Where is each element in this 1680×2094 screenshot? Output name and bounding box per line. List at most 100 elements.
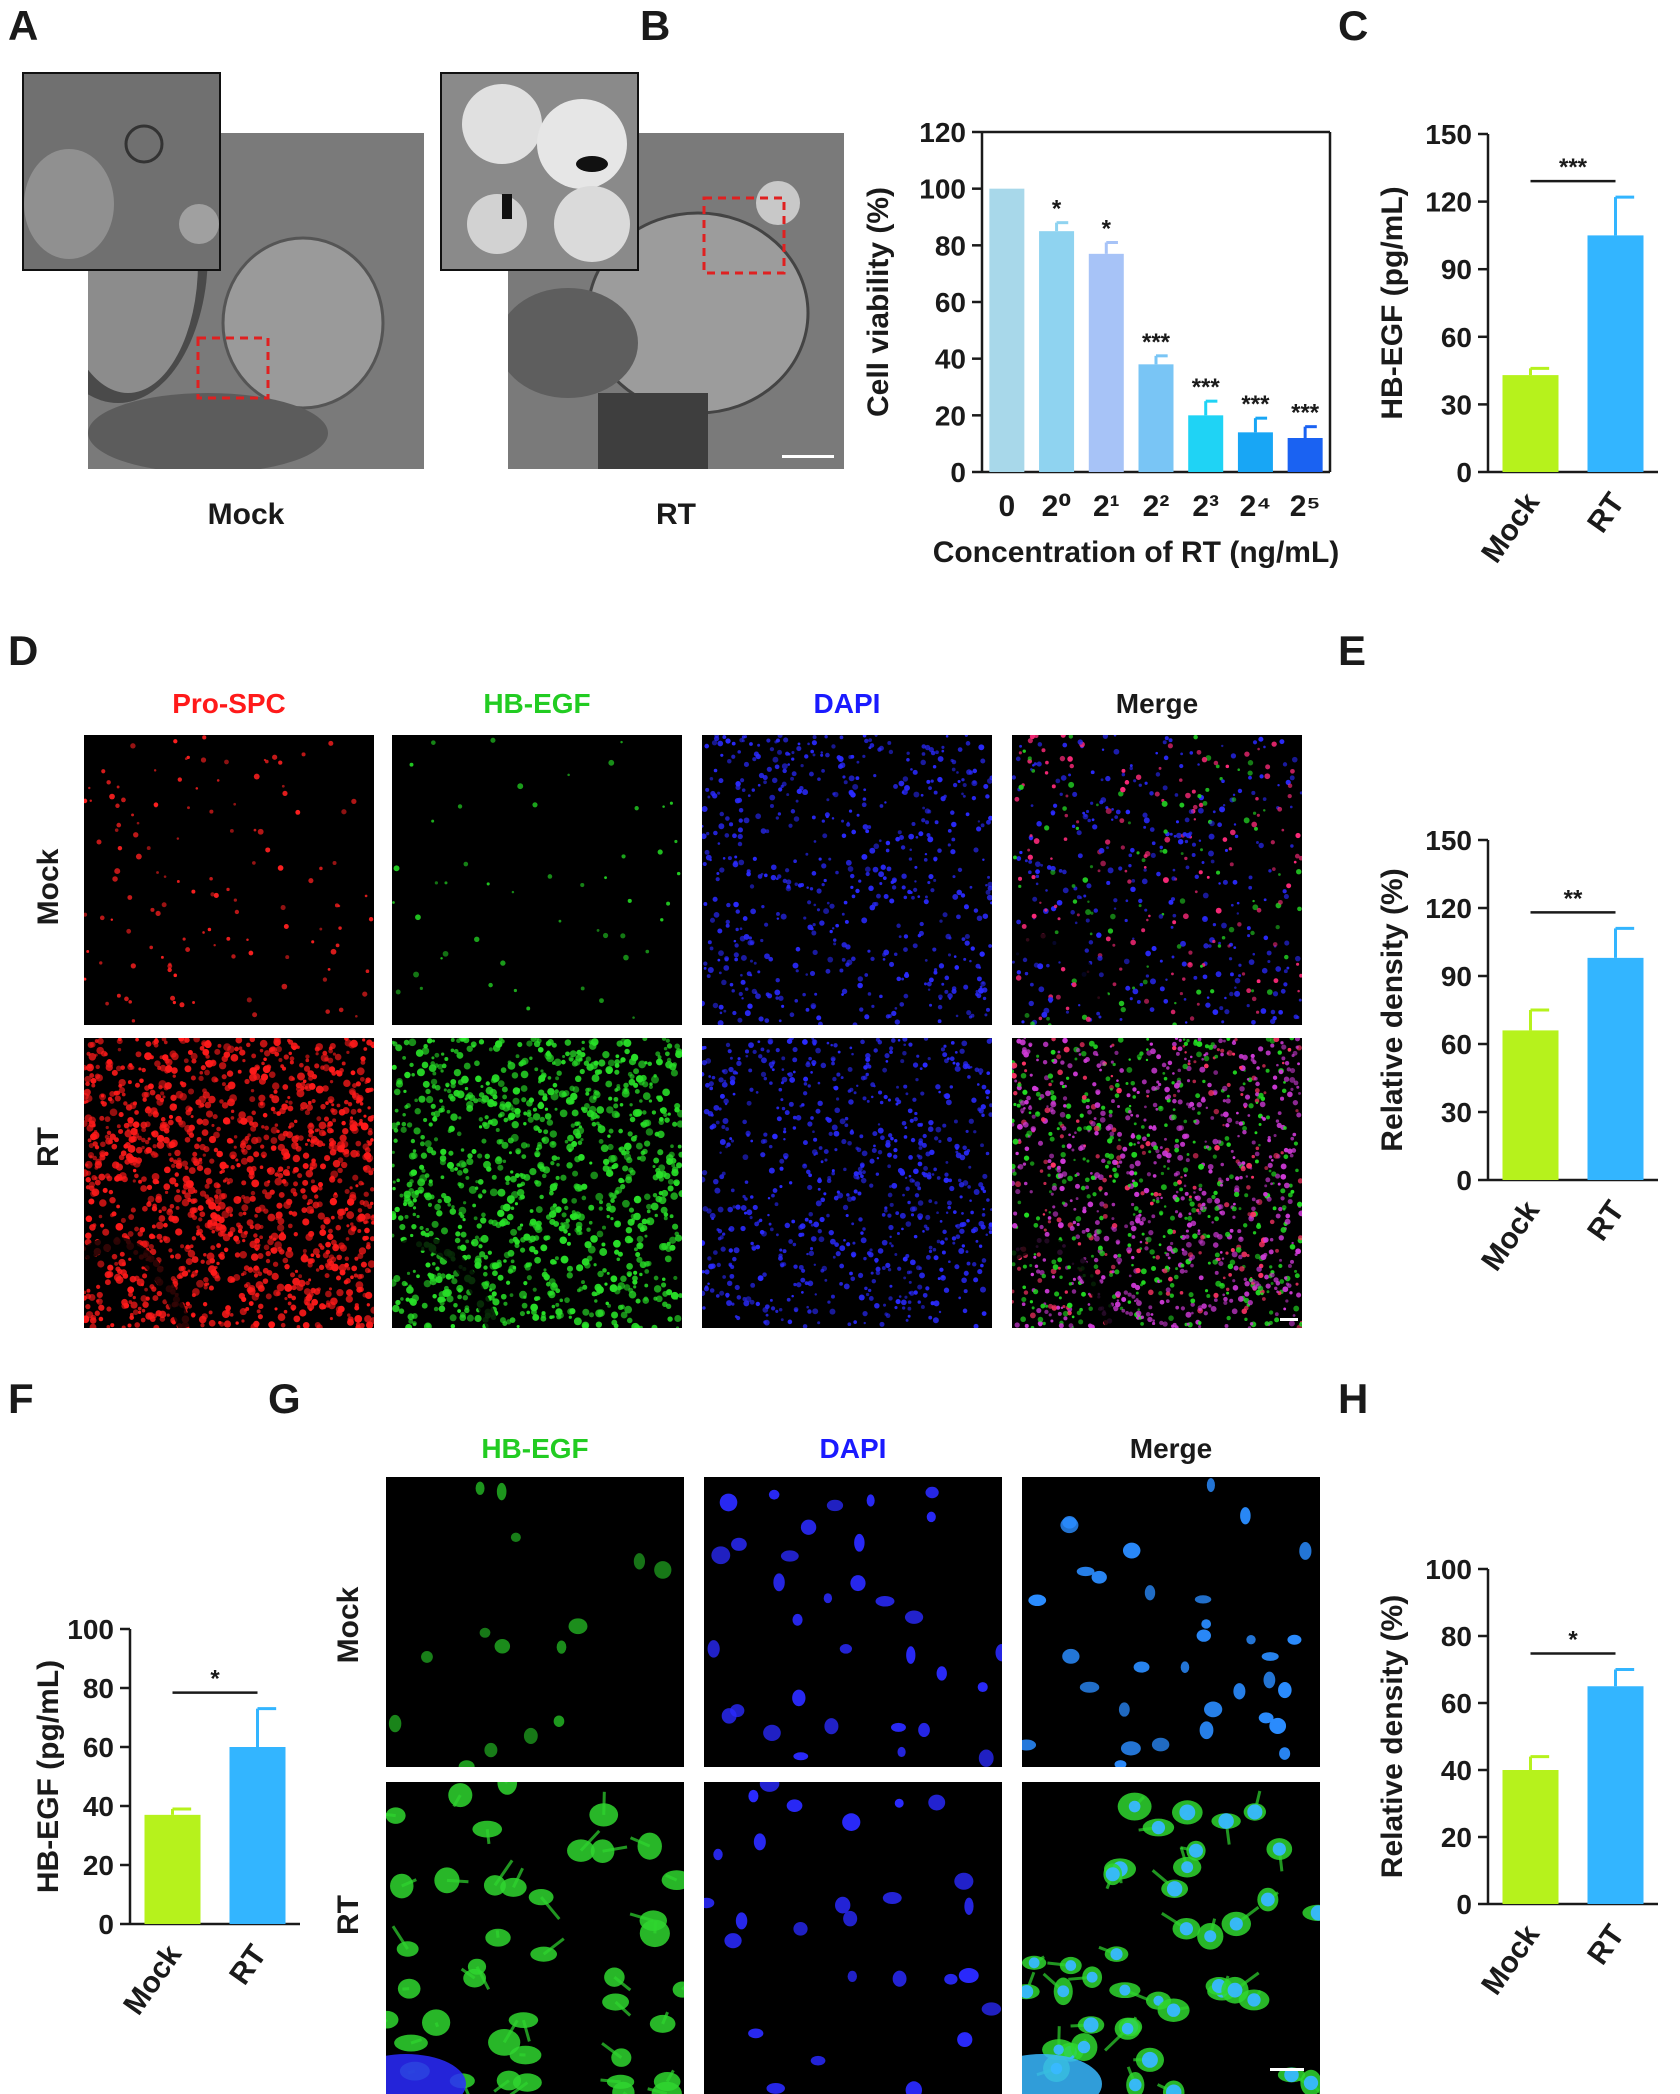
y-tick-label: 90 <box>1441 254 1472 285</box>
d-rt-dapi-image <box>702 1038 992 1328</box>
bar-2⁵ <box>1287 438 1323 472</box>
d-rt-merge-image <box>1012 1038 1302 1328</box>
g-rt-dapi-image <box>704 1782 1002 2094</box>
chart-b-cell-viability: 0 20 40 60 80 100 120 Cell viability (%) 0 2⁰ 2¹ 2²… <box>862 117 1339 569</box>
y-tick-label: 60 <box>935 287 966 318</box>
chart-h-relative-density: 0 20 40 60 80 100 Relative density (%) Mock RT * <box>1376 1554 1658 2001</box>
panel-letter-c: C <box>1338 2 1369 49</box>
d-mock-pro-spc-image <box>84 735 374 1025</box>
significance-marker: *** <box>1241 391 1270 418</box>
g-channel-title-merge: Merge <box>1129 1433 1213 1464</box>
bar-2³ <box>1188 415 1224 472</box>
y-tick-label: 120 <box>919 117 966 148</box>
bar-2¹ <box>1088 253 1124 472</box>
panel-letter-b: B <box>640 2 671 49</box>
d-channel-title-merge: Merge <box>1115 688 1199 719</box>
em-inset-mock <box>22 72 221 271</box>
scale-bar-g <box>1270 2068 1304 2071</box>
g-rt-hb-egf-image <box>386 1782 684 2094</box>
g-mock-dapi-image <box>704 1477 1002 1767</box>
x-tick-label: 2⁵ <box>1290 490 1321 523</box>
y-tick-label: 20 <box>1441 1822 1472 1853</box>
x-tick-label: 2¹ <box>1093 490 1120 523</box>
d-mock-hb-egf-image <box>392 735 682 1025</box>
g-mock-merge-image <box>1022 1477 1320 1767</box>
g-mock-hb-egf-image <box>386 1477 684 1767</box>
y-axis-label: Relative density (%) <box>1376 868 1409 1151</box>
y-axis-label: Relative density (%) <box>1376 1595 1409 1878</box>
bar-RT <box>1587 957 1644 1180</box>
d-mock-dapi-image <box>702 735 992 1025</box>
chart-e-relative-density: 0 30 60 90 120 150 Relative density (%) Mock RT *… <box>1376 825 1658 1277</box>
significance-marker: *** <box>1142 329 1171 356</box>
bar-RT <box>1587 235 1644 472</box>
y-tick-label: 40 <box>935 344 966 375</box>
bar-0 <box>989 188 1025 472</box>
y-axis-label: HB-EGF (pg/mL) <box>32 1660 65 1893</box>
x-tick-label: Mock <box>1475 1919 1546 2001</box>
y-tick-label: 0 <box>1456 457 1472 488</box>
g-rt-merge-image <box>1022 1782 1320 2094</box>
significance-marker: * <box>1568 1627 1578 1654</box>
bar-Mock <box>144 1814 201 1924</box>
y-tick-label: 40 <box>83 1791 114 1822</box>
significance-marker: *** <box>1192 374 1221 401</box>
caption-a-rt: RT <box>656 498 696 531</box>
em-image-mock <box>88 133 424 469</box>
significance-marker: * <box>1102 216 1112 243</box>
em-image-rt <box>508 133 844 469</box>
y-axis-label: Cell viability (%) <box>862 187 895 417</box>
d-channel-title-hb-egf: HB-EGF <box>483 688 591 719</box>
x-tick-label: Mock <box>1475 487 1546 569</box>
bar-RT <box>229 1747 286 1924</box>
bar-Mock <box>1502 1030 1559 1180</box>
d-channel-title-pro-spc: Pro-SPC <box>172 688 286 719</box>
scale-bar-d <box>1280 1318 1298 1321</box>
d-rt-pro-spc-image <box>84 1038 374 1328</box>
y-tick-label: 30 <box>1441 1097 1472 1128</box>
scale-bar-a <box>782 455 834 458</box>
caption-a-mock: Mock <box>207 498 285 531</box>
y-tick-label: 90 <box>1441 961 1472 992</box>
panel-letter-d: D <box>8 627 39 674</box>
y-tick-label: 100 <box>1425 1554 1472 1585</box>
em-inset-rt <box>440 72 639 271</box>
y-tick-label: 40 <box>1441 1755 1472 1786</box>
x-tick-label: RT <box>1581 1919 1631 1971</box>
x-tick-label: 2³ <box>1192 490 1219 523</box>
y-tick-label: 20 <box>83 1850 114 1881</box>
y-axis-label: HB-EGF (pg/mL) <box>1376 186 1409 419</box>
bar-2⁰ <box>1039 231 1075 472</box>
d-row-label-rt: RT <box>32 1127 65 1167</box>
x-tick-label: RT <box>1581 487 1631 539</box>
y-tick-label: 80 <box>1441 1621 1472 1652</box>
x-tick-label: Mock <box>117 1939 188 2021</box>
g-row-label-rt: RT <box>332 1895 365 1935</box>
y-tick-label: 80 <box>935 230 966 261</box>
panel-letter-g: G <box>268 1375 301 1422</box>
y-tick-label: 60 <box>1441 322 1472 353</box>
bar-RT <box>1587 1686 1644 1904</box>
g-row-label-mock: Mock <box>332 1586 365 1664</box>
y-tick-label: 60 <box>83 1732 114 1763</box>
y-tick-label: 20 <box>935 400 966 431</box>
chart-c-hb-egf: 0 30 60 90 120 150 HB-EGF (pg/mL) Mock RT *** <box>1376 119 1658 569</box>
y-tick-label: 30 <box>1441 389 1472 420</box>
y-tick-label: 100 <box>67 1614 114 1645</box>
d-mock-merge-image <box>1012 735 1302 1025</box>
y-tick-label: 150 <box>1425 119 1472 150</box>
x-tick-label: Mock <box>1475 1195 1546 1277</box>
d-row-label-mock: Mock <box>32 848 65 926</box>
y-tick-label: 0 <box>1456 1165 1472 1196</box>
g-channel-title-dapi: DAPI <box>819 1433 887 1464</box>
y-tick-label: 0 <box>98 1909 114 1940</box>
bar-2⁴ <box>1237 432 1273 472</box>
significance-marker: * <box>210 1666 220 1693</box>
x-tick-label: RT <box>223 1939 273 1991</box>
panel-letter-h: H <box>1338 1375 1369 1422</box>
x-tick-label: 0 <box>999 490 1016 523</box>
x-tick-label: 2⁴ <box>1240 490 1272 523</box>
g-channel-title-hb-egf: HB-EGF <box>481 1433 589 1464</box>
significance-marker: ** <box>1564 885 1583 912</box>
